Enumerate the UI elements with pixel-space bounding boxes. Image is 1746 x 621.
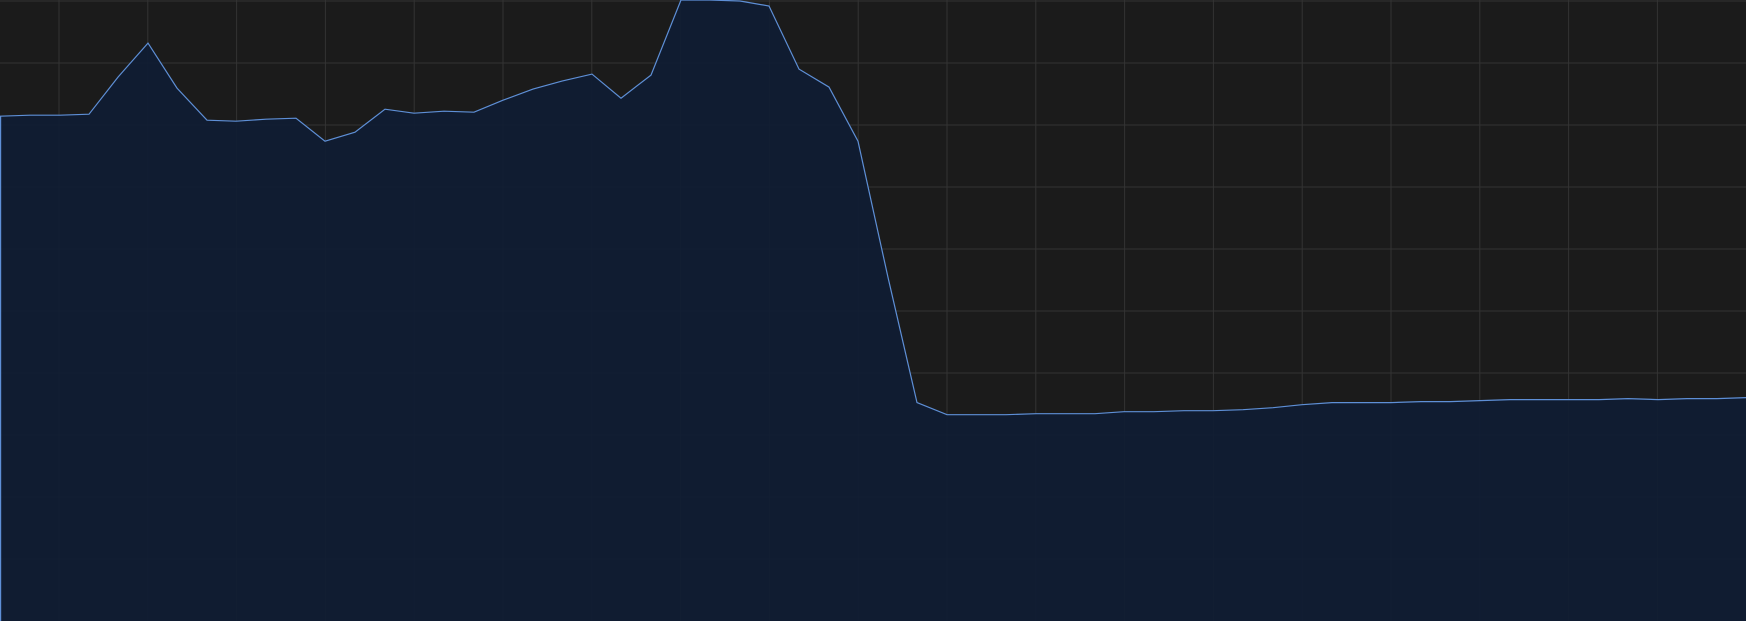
series-line (0, 0, 1746, 416)
